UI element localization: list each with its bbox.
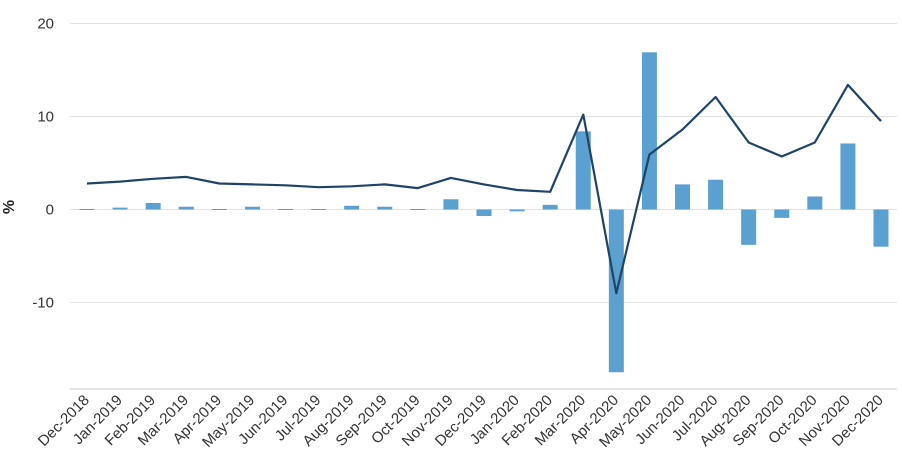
y-axis-ticks: -10 0 10 20 bbox=[32, 16, 54, 312]
bar bbox=[675, 184, 690, 210]
bar bbox=[112, 207, 128, 210]
bar bbox=[840, 143, 856, 210]
grid-lines bbox=[70, 23, 897, 303]
bar bbox=[244, 206, 260, 210]
line-series bbox=[86, 83, 882, 295]
line-series-path bbox=[86, 83, 882, 295]
bar bbox=[410, 209, 426, 210]
bar bbox=[641, 52, 657, 210]
bar bbox=[178, 206, 194, 210]
y-tick-label: -10 bbox=[32, 295, 54, 312]
bar bbox=[476, 209, 492, 217]
bar bbox=[807, 196, 823, 210]
bar bbox=[145, 202, 161, 210]
bar bbox=[873, 209, 889, 247]
bar bbox=[542, 204, 558, 210]
bar bbox=[211, 209, 227, 210]
bar bbox=[311, 209, 327, 210]
bar bbox=[575, 131, 591, 210]
bar bbox=[79, 209, 95, 210]
bar-series bbox=[79, 52, 889, 373]
y-tick-label: 20 bbox=[37, 16, 54, 33]
bar bbox=[708, 179, 724, 210]
bar bbox=[377, 206, 393, 210]
y-tick-label: 0 bbox=[46, 202, 54, 219]
bar bbox=[741, 209, 757, 245]
bar bbox=[774, 209, 790, 218]
x-axis-ticks: Dec-2018Jan-2019Feb-2019Mar-2019Apr-2019… bbox=[35, 392, 887, 451]
bar bbox=[278, 209, 293, 210]
bar bbox=[443, 199, 459, 210]
bar bbox=[344, 205, 360, 210]
y-tick-label: 10 bbox=[37, 109, 54, 126]
bar bbox=[509, 209, 525, 212]
y-axis-title: % bbox=[1, 200, 18, 214]
